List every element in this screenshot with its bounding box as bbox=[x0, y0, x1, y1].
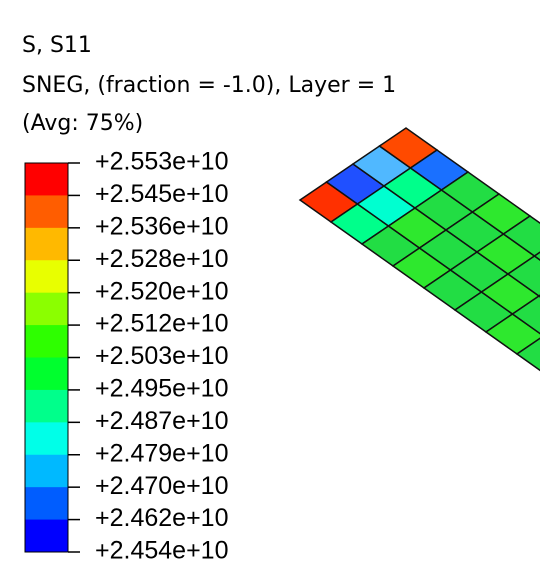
legend-title: S, S11 bbox=[22, 33, 92, 58]
legend-label: +2.495e+10 bbox=[95, 375, 228, 403]
legend-label: +2.545e+10 bbox=[95, 180, 228, 208]
color-band bbox=[25, 325, 68, 358]
legend-label: +2.470e+10 bbox=[95, 472, 228, 500]
legend-label: +2.520e+10 bbox=[95, 277, 228, 305]
legend-label: +2.553e+10 bbox=[95, 148, 228, 176]
legend-label: +2.462e+10 bbox=[95, 504, 228, 532]
color-band bbox=[25, 163, 68, 196]
legend-label: +2.503e+10 bbox=[95, 342, 228, 370]
legend-label: +2.536e+10 bbox=[95, 212, 228, 240]
color-band bbox=[25, 195, 68, 228]
legend-label: +2.512e+10 bbox=[95, 310, 228, 338]
color-band bbox=[25, 390, 68, 423]
color-band bbox=[25, 422, 68, 455]
color-band bbox=[25, 520, 68, 553]
color-band bbox=[25, 358, 68, 391]
mesh bbox=[300, 128, 540, 398]
color-band bbox=[25, 487, 68, 520]
legend-label: +2.479e+10 bbox=[95, 439, 228, 467]
legend-label: +2.454e+10 bbox=[95, 537, 228, 565]
color-band bbox=[25, 260, 68, 293]
legend-label: +2.528e+10 bbox=[95, 245, 228, 273]
color-band bbox=[25, 228, 68, 261]
legend-label: +2.487e+10 bbox=[95, 407, 228, 435]
color-bar: +2.553e+10 +2.545e+10 +2.536e+10 +2.528e+10… bbox=[25, 148, 228, 565]
color-band bbox=[25, 455, 68, 488]
legend-subtitle: SNEG, (fraction = -1.0), Layer = 1 bbox=[22, 73, 396, 98]
legend-average: (Avg: 75%) bbox=[22, 111, 143, 136]
viewport: S, S11 SNEG, (fraction = -1.0), Layer = … bbox=[0, 0, 540, 565]
color-band bbox=[25, 293, 68, 326]
